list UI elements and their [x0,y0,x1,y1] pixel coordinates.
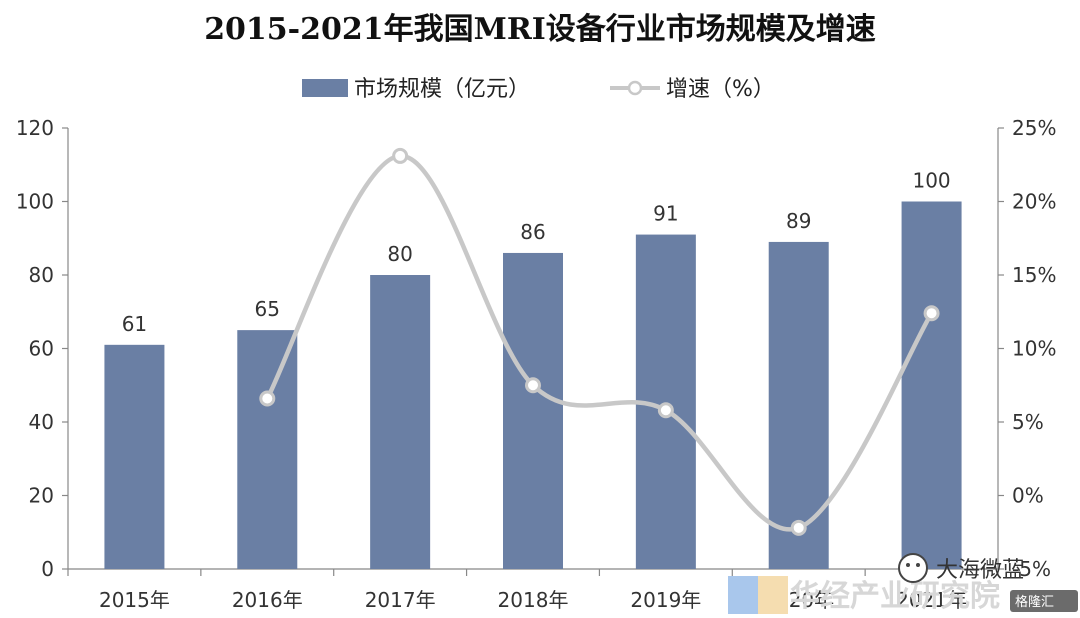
growth-point [790,519,807,536]
bar-data-label: 65 [255,297,280,321]
right-tick-label: 5% [1012,410,1044,434]
right-tick-label: 0% [1012,484,1044,508]
growth-point [923,305,940,322]
watermark-logo [728,576,758,614]
bar-data-label: 86 [520,220,545,244]
bar-series [104,201,962,570]
x-axis-labels: 2015年 2016年 2017年 2018年 2019年 2020年 2021年 [99,588,967,612]
left-tick-label: 100 [16,190,54,214]
bar-data-label: 89 [786,209,811,233]
growth-line [265,153,934,532]
growth-point [259,390,276,407]
right-axis-labels: -5% 0% 5% 10% 15% 20% 25% [1012,116,1056,581]
source-watermark: 华经产业研究院 [728,576,1000,614]
x-tick-label: 2019年 [630,588,701,612]
growth-point [525,377,541,394]
bar [237,330,298,569]
left-tick-label: 20 [29,484,54,508]
left-tick-label: 80 [29,263,54,287]
bar [503,252,563,569]
bar-data-label: 61 [122,312,147,336]
watermark-text: 华经产业研究院 [790,579,1000,614]
gelonghui-badge [1010,590,1078,612]
bar [901,201,962,569]
x-tick-label: 2021年 [896,588,967,612]
left-tick-label: 60 [29,337,54,361]
gelonghui-text: 格隆汇 [1015,594,1054,610]
right-tick-label: 25% [1012,116,1056,140]
x-tick-label: 2016年 [232,588,303,612]
bar-data-label: 80 [387,242,412,266]
wechat-icon-eye-right [916,563,920,567]
legend: 市场规模（亿元） 增速（%） [302,77,775,102]
x-tick-label: 2018年 [498,588,569,612]
legend-line-marker [627,80,643,96]
x-tick-label: 2017年 [365,588,436,612]
legend-bar-swatch [302,79,348,97]
bar-data-labels: 61 65 80 86 91 89 100 [122,169,951,336]
gelonghui-watermark: 格隆汇 [1010,590,1078,612]
wechat-icon-eye-left [906,563,910,567]
wechat-watermark: 大海微蓝 [898,553,1024,583]
bar-data-label: 91 [653,202,678,226]
right-tick-label: 20% [1012,190,1056,214]
wechat-icon [898,553,928,583]
chart-title: 2015-2021年我国MRI设备行业市场规模及增速 [204,12,876,47]
bar-data-label: 100 [912,169,950,193]
bar [370,275,431,569]
right-tick-label: -5% [1012,557,1051,581]
bar [104,344,165,569]
left-tick-label: 40 [29,410,54,434]
left-tick-label: 0 [41,557,54,581]
wechat-name: 大海微蓝 [936,558,1024,583]
growth-line-series [259,147,940,536]
right-tick-label: 10% [1012,337,1056,361]
left-axis-labels: 0 20 40 60 80 100 120 [16,116,54,581]
legend-bar-label: 市场规模（亿元） [354,77,530,102]
legend-line-label: 增速（%） [666,77,775,102]
right-tick-label: 15% [1012,263,1056,287]
x-tick-label: 2015年 [99,588,170,612]
watermark-logo-accent [758,576,788,614]
left-tick-label: 120 [16,116,54,140]
growth-point [657,402,674,419]
growth-point [392,147,409,164]
